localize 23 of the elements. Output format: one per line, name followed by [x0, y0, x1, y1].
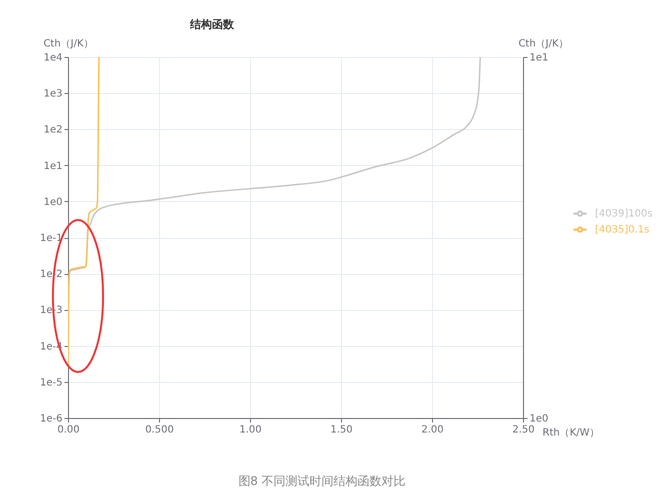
y-tick-label: 1e4: [44, 52, 62, 64]
y2-tick-label: 1e0: [530, 414, 548, 424]
y-tick-label: 1e1: [44, 160, 62, 172]
legend-label: [4035]0.1s: [595, 224, 650, 236]
x-tick-label: 2.00: [421, 424, 444, 436]
x-tick-label: 0.00: [57, 424, 80, 436]
y-tick-label: 1e3: [44, 88, 62, 100]
chart-title: 结构函数: [189, 18, 235, 31]
line-series: [68, 57, 100, 366]
y2-tick-label: 1e1: [530, 52, 548, 64]
y-tick-label: 1e-1: [40, 233, 62, 244]
y-tick-label: 1e-6: [40, 414, 62, 424]
y-tick-label: 1e2: [44, 124, 62, 136]
y-tick-label: 1e-5: [40, 377, 62, 388]
y-axis-title: Cth（J/K）: [43, 38, 94, 50]
y2-axis-title: Cth（J/K）: [518, 38, 569, 50]
caption: 图8 不同测试时间结构函数对比: [238, 474, 406, 488]
x-tick-label: 1.00: [239, 424, 262, 436]
x-axis-title: Rth（K/W）: [542, 428, 600, 438]
y-tick-label: 1e0: [44, 196, 62, 208]
x-tick-label: 0.500: [145, 424, 174, 436]
x-tick-label: 2.50: [512, 424, 535, 436]
x-tick-label: 1.50: [330, 424, 353, 436]
